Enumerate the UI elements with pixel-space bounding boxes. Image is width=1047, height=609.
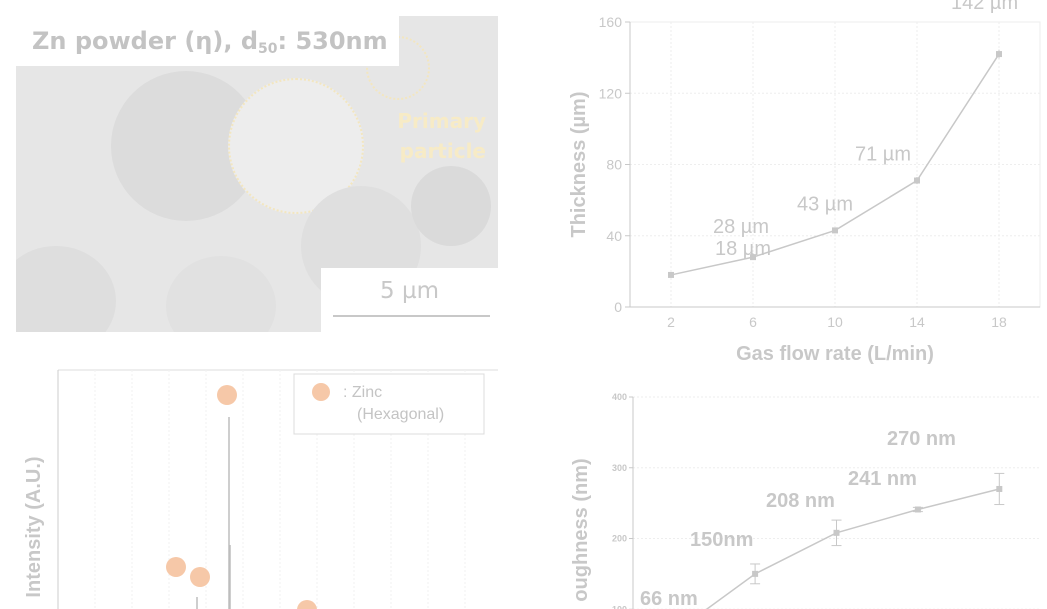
data-label: 241 nm (848, 468, 917, 490)
zinc-peak-marker (217, 385, 237, 405)
scale-bar-box: 5 µm (321, 268, 498, 332)
x-tick-label: 10 (827, 314, 843, 330)
y-axis-title: Intensity (A.U.) (23, 456, 45, 597)
data-point (914, 506, 921, 513)
sem-image-panel: Zn powder (η), d50: 530nm Primary partic… (16, 16, 498, 332)
y-tick-label: 200 (612, 534, 627, 544)
x-tick-label: 6 (749, 314, 757, 330)
data-label: 270 nm (887, 428, 956, 450)
scale-bar-label: 5 µm (380, 278, 439, 304)
x-tick-label: 14 (909, 314, 925, 330)
data-point (833, 529, 840, 536)
data-label: 208 nm (766, 490, 835, 512)
data-point (752, 570, 759, 577)
data-point (996, 485, 1003, 492)
y-tick-label: 40 (606, 228, 622, 244)
x-axis-title: Gas flow rate (L/min) (736, 343, 934, 365)
data-point (914, 177, 920, 184)
legend: : Zinc (Hexagonal) (293, 373, 485, 435)
particle-left (16, 246, 116, 332)
zinc-peak-marker (166, 557, 186, 577)
y-axis-title: oughness (nm) (570, 458, 592, 601)
data-point (996, 51, 1002, 58)
data-point (750, 254, 756, 261)
legend-label-line1: : Zinc (343, 384, 382, 401)
y-tick-label: 300 (612, 463, 627, 473)
legend-marker (312, 383, 330, 401)
zinc-peak-marker (190, 567, 210, 587)
scale-bar (333, 315, 490, 317)
data-point (832, 227, 838, 234)
data-label: 18 µm (715, 238, 771, 260)
data-label: 43 µm (797, 193, 853, 215)
roughness-chart: 100 200 300 400 66 nm 150nm 208 nm 241 nm 270 nm… (570, 392, 1040, 609)
data-point (668, 271, 674, 278)
legend-label-line2: (Hexagonal) (357, 406, 444, 423)
particle-bottom (166, 256, 276, 332)
data-label: 142 µm (951, 0, 1018, 14)
y-tick-label: 100 (612, 604, 627, 609)
y-tick-label: 80 (606, 157, 622, 173)
legend-box (293, 373, 485, 435)
y-axis-title: Thickness (µm) (568, 91, 590, 237)
data-label: 66 nm (640, 588, 698, 609)
y-tick-label: 120 (599, 85, 623, 101)
sem-title: Zn powder (η), d50: 530nm (16, 16, 399, 66)
particle-small-right (411, 166, 491, 246)
zinc-peak-marker (297, 600, 317, 609)
x-tick-label: 18 (991, 314, 1007, 330)
data-label: 71 µm (855, 144, 911, 166)
data-label: 150nm (690, 529, 753, 551)
data-label: 28 µm (713, 216, 769, 238)
y-tick-label: 160 (599, 14, 623, 30)
y-tick-label: 0 (614, 299, 622, 315)
xrd-chart: : Zinc (Hexagonal) Intensity (A.U.) (23, 369, 498, 609)
y-tick-label: 400 (612, 392, 627, 402)
x-tick-label: 2 (667, 314, 675, 330)
primary-particle-label: Primary particle (397, 109, 486, 163)
